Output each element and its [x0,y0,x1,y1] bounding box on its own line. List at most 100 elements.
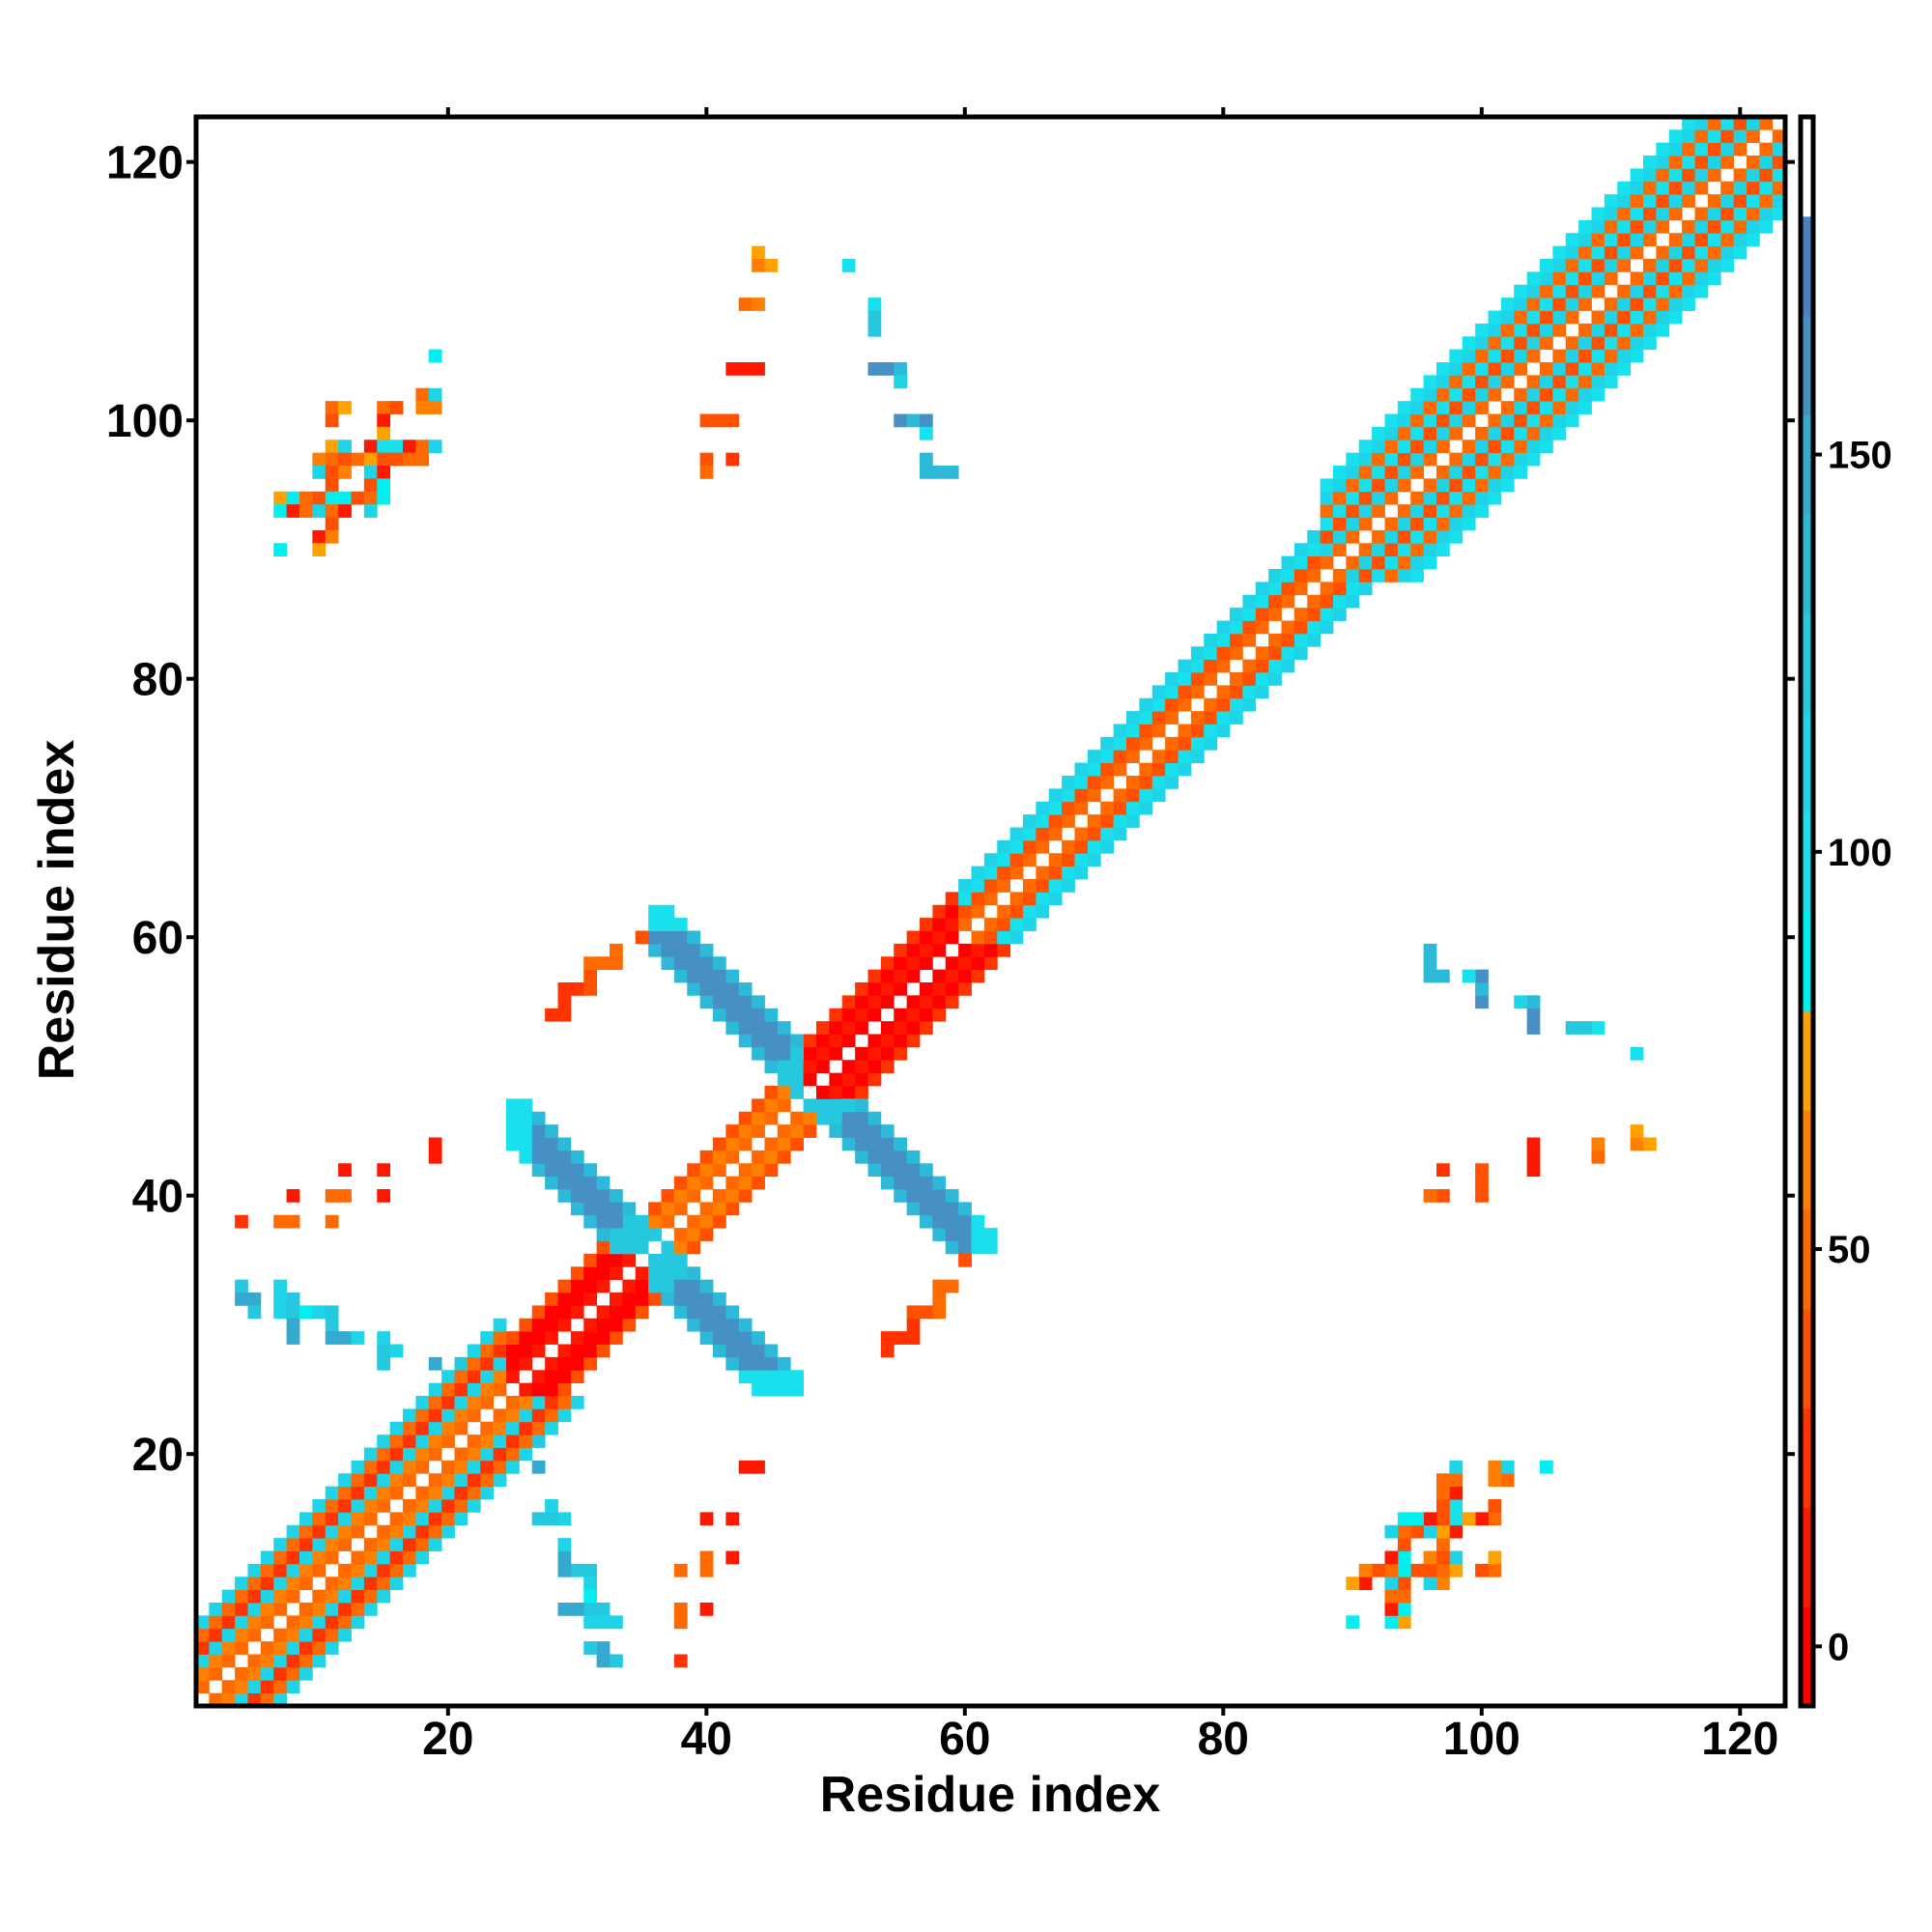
heatmap-cell [1540,284,1553,298]
heatmap-cell [1397,1512,1411,1526]
heatmap-cell [1488,362,1502,376]
heatmap-cell [841,1137,856,1151]
heatmap-cell [841,995,856,1009]
heatmap-cell [209,1628,223,1642]
heatmap-cell [1372,504,1385,518]
heatmap-cell [1591,336,1605,351]
heatmap-cell [273,1603,288,1616]
heatmap-cell [894,375,908,389]
heatmap-cell [1578,233,1592,247]
heatmap-cell [1630,1137,1644,1151]
heatmap-cell [738,298,753,311]
heatmap-cell [738,1370,753,1384]
heatmap-cell [260,1641,274,1655]
heatmap-cell [338,466,352,479]
heatmap-cell [196,1680,210,1694]
heatmap-cell [867,982,882,996]
heatmap-cell [570,1150,584,1164]
heatmap-cell [894,943,908,957]
heatmap-cell [441,1524,455,1539]
heatmap-cell [880,362,895,376]
heatmap-cell [1230,620,1243,635]
heatmap-cell [1449,401,1463,414]
heatmap-cell [1255,608,1269,621]
heatmap-cell [545,1370,558,1384]
heatmap-cell [1436,543,1450,557]
heatmap-cell [441,1421,455,1435]
heatmap-cell [673,1228,688,1241]
heatmap-cell [945,1202,959,1216]
heatmap-cell [1397,413,1411,428]
heatmap-cell [570,1344,584,1358]
heatmap-cell [441,1408,455,1423]
heatmap-cell [1397,1550,1411,1565]
heatmap-cell [570,1176,584,1190]
heatmap-cell [1384,517,1399,531]
heatmap-cell [1358,1577,1373,1591]
heatmap-cell [1772,142,1786,156]
heatmap-cell [570,1563,584,1577]
heatmap-cell [790,1034,805,1048]
heatmap-cell [1488,426,1502,440]
heatmap-cell [403,1460,416,1474]
heatmap-cell [1668,245,1683,260]
heatmap-cell [648,1293,662,1306]
heatmap-cell [1048,879,1063,893]
heatmap-cell [1281,555,1295,570]
heatmap-cell [790,1370,805,1384]
heatmap-cell [351,1331,365,1345]
heatmap-cell [467,1370,481,1384]
heatmap-cell [363,478,378,493]
heatmap-cell [1087,776,1101,789]
heatmap-cell [312,1641,327,1655]
heatmap-cell [299,1305,313,1320]
heatmap-cell [699,1176,714,1190]
heatmap-cell [1552,375,1567,389]
heatmap-cell [389,1563,404,1577]
heatmap-cell [363,1577,378,1591]
heatmap-cell [557,1396,572,1409]
heatmap-cell [1462,969,1476,983]
heatmap-cell [1514,995,1528,1009]
heatmap-cell [687,930,701,945]
heatmap-cell [1436,440,1450,454]
heatmap-cell [1100,776,1115,789]
heatmap-cell [209,1654,223,1668]
heatmap-cell [932,930,947,945]
heatmap-cell [1087,827,1101,841]
heatmap-cell [1488,1563,1502,1577]
heatmap-cell [1449,517,1463,531]
heatmap-cell [506,1435,520,1448]
heatmap-cell [1682,142,1695,156]
heatmap-cell [1720,116,1735,130]
heatmap-cell [932,982,947,996]
heatmap-cell [1720,219,1735,234]
heatmap-cell [273,1628,288,1642]
heatmap-cell [958,969,972,983]
heatmap-cell [1720,142,1735,156]
heatmap-cell [1384,452,1399,467]
colorbar-bin [1803,1606,1811,1707]
heatmap-cell [699,1163,714,1178]
heatmap-cell [1100,839,1115,854]
heatmap-cell [1733,219,1747,234]
heatmap-cell [1475,1512,1489,1526]
heatmap-cell [1062,801,1075,815]
heatmap-cell [1475,982,1489,996]
heatmap-cell [713,1202,726,1216]
heatmap-cell [1694,168,1709,183]
heatmap-cell [906,1202,921,1216]
heatmap-cell [467,1344,481,1358]
heatmap-cell [363,1486,378,1500]
heatmap-cell [531,1137,546,1151]
heatmap-cell [920,1202,933,1216]
heatmap-cell [1488,375,1502,389]
heatmap-cell [1436,529,1450,544]
heatmap-cell [1333,608,1347,621]
heatmap-cell [1449,1512,1463,1526]
heatmap-cell [1668,142,1683,156]
heatmap-cell [583,956,598,971]
heatmap-cell [1346,594,1360,609]
heatmap-cell [235,1577,248,1591]
heatmap-cell [1242,697,1257,712]
